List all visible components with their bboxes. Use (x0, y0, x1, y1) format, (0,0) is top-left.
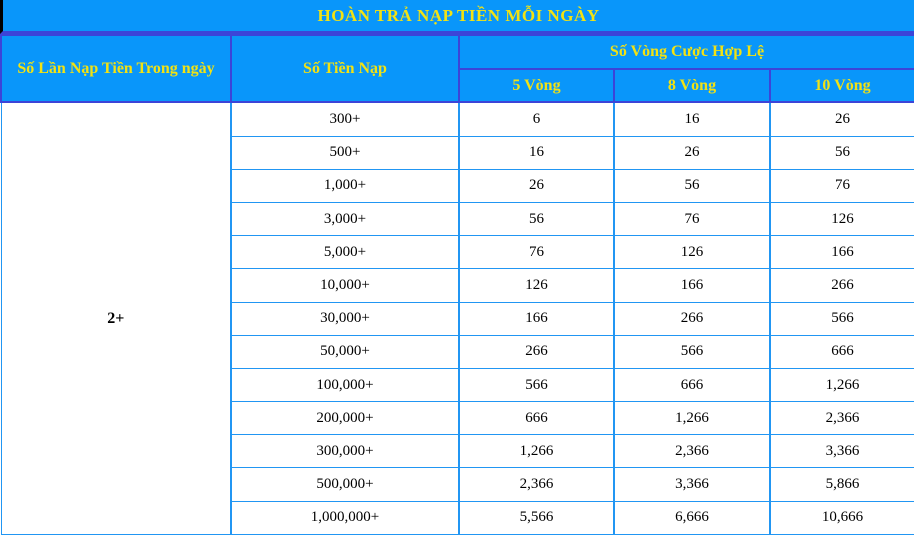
rounds-value-cell-2: 126 (613, 235, 771, 270)
amount-cell: 100,000+ (230, 367, 460, 403)
rounds-value-cell-2: 76 (613, 201, 771, 237)
header-round-column-1: 5 Vòng (458, 68, 615, 103)
header-group-row: Số Lần Nạp Tiền Trong ngày Số Tiền Nạp S… (0, 34, 914, 103)
amount-cell: 5,000+ (230, 235, 460, 270)
refund-table: Số Lần Nạp Tiền Trong ngày Số Tiền Nạp S… (0, 34, 914, 536)
promo-title-banner: HOÀN TRẢ NẠP TIỀN MỖI NGÀY (0, 0, 914, 34)
amount-cell: 50,000+ (230, 334, 460, 369)
deposit-count-cell: 2+ (0, 101, 232, 535)
promo-title: HOÀN TRẢ NẠP TIỀN MỖI NGÀY (317, 5, 600, 25)
table-row: 1,000,000+ 5,566 6,666 10,666 (1, 500, 914, 536)
rounds-value-cell-1: 16 (458, 135, 615, 170)
rounds-value-cell-2: 666 (613, 367, 771, 403)
rounds-value-cell-3: 1,266 (768, 367, 914, 403)
rounds-value-cell-1: 5,566 (458, 500, 615, 536)
rounds-value-cell-2: 6,666 (613, 500, 771, 536)
rounds-value-cell-2: 566 (613, 334, 771, 369)
rounds-value-cell-3: 76 (768, 168, 914, 203)
amount-cell: 200,000+ (230, 401, 460, 436)
table-row: 100,000+ 566 666 1,266 (1, 367, 914, 403)
header-valid-rounds-group: Số Vòng Cược Hợp Lệ (457, 34, 914, 70)
amount-cell: 500+ (230, 135, 460, 170)
rounds-value-cell-2: 3,366 (613, 467, 771, 502)
table-row: 5,000+ 76 126 166 (1, 235, 914, 270)
rounds-value-cell-1: 76 (458, 235, 615, 270)
rounds-value-cell-1: 266 (458, 334, 615, 369)
header-deposit-amount: Số Tiền Nạp (230, 34, 460, 103)
table-row: 2+ 300+ 6 16 26 (0, 101, 914, 535)
amount-cell: 10,000+ (230, 268, 460, 303)
amount-cell: 1,000+ (230, 168, 460, 203)
rounds-value-cell-2: 2,366 (613, 434, 771, 469)
amount-cell: 500,000+ (230, 467, 460, 502)
rounds-value-cell-3: 666 (768, 334, 914, 369)
table-row: 3,000+ 56 76 126 (1, 201, 914, 237)
rounds-value-cell-1: 666 (458, 401, 615, 436)
table-row: 50,000+ 266 566 666 (1, 334, 914, 369)
rounds-value-cell-1: 2,366 (458, 467, 615, 502)
rounds-value-cell-1: 56 (458, 201, 615, 237)
rounds-value-cell-2: 26 (613, 135, 771, 170)
rounds-value-cell-3: 266 (768, 268, 914, 303)
rounds-value-cell-2: 56 (613, 168, 771, 203)
rounds-value-cell-3: 10,666 (768, 500, 914, 536)
rounds-value-cell-1: 26 (458, 168, 615, 203)
table-row: 500,000+ 2,366 3,366 5,866 (1, 467, 914, 502)
rounds-value-cell-3: 5,866 (768, 467, 914, 502)
table-row: 30,000+ 166 266 566 (1, 301, 914, 336)
header-round-column-2: 8 Vòng (613, 68, 771, 103)
amount-cell: 30,000+ (230, 301, 460, 336)
rounds-value-cell-1: 566 (458, 367, 615, 403)
table-row: 500+ 16 26 56 (1, 135, 914, 170)
rounds-value-cell-3: 2,366 (768, 401, 914, 436)
rounds-value-cell-3: 26 (768, 101, 914, 137)
rounds-value-cell-1: 126 (458, 268, 615, 303)
table-header: Số Lần Nạp Tiền Trong ngày Số Tiền Nạp S… (0, 34, 914, 103)
rounds-value-cell-3: 56 (768, 135, 914, 170)
table-body: 2+ 300+ 6 16 26 500+ 16 26 56 1,000+ 26 56 76 3,000+ 5… (0, 101, 914, 536)
rounds-value-cell-1: 166 (458, 301, 615, 336)
rounds-value-cell-3: 126 (768, 201, 914, 237)
round-columns-row: 5 Vòng 8 Vòng 10 Vòng (1, 68, 914, 103)
rounds-value-cell-3: 566 (768, 301, 914, 336)
rounds-value-cell-2: 266 (613, 301, 771, 336)
rounds-value-cell-3: 3,366 (768, 434, 914, 469)
amount-cell: 300+ (230, 101, 460, 137)
amount-cell: 3,000+ (230, 201, 460, 237)
table-row: 200,000+ 666 1,266 2,366 (1, 401, 914, 436)
rounds-value-cell-1: 6 (458, 101, 615, 137)
table-row: 1,000+ 26 56 76 (1, 168, 914, 203)
header-deposit-count: Số Lần Nạp Tiền Trong ngày (0, 34, 232, 103)
amount-cell: 300,000+ (230, 434, 460, 469)
header-round-column-3: 10 Vòng (768, 68, 914, 103)
table-row: 10,000+ 126 166 266 (1, 268, 914, 303)
rounds-value-cell-2: 1,266 (613, 401, 771, 436)
amount-cell: 1,000,000+ (230, 500, 460, 536)
rounds-value-cell-3: 166 (768, 235, 914, 270)
rounds-value-cell-2: 166 (613, 268, 771, 303)
rounds-value-cell-2: 16 (613, 101, 771, 137)
rounds-value-cell-1: 1,266 (458, 434, 615, 469)
